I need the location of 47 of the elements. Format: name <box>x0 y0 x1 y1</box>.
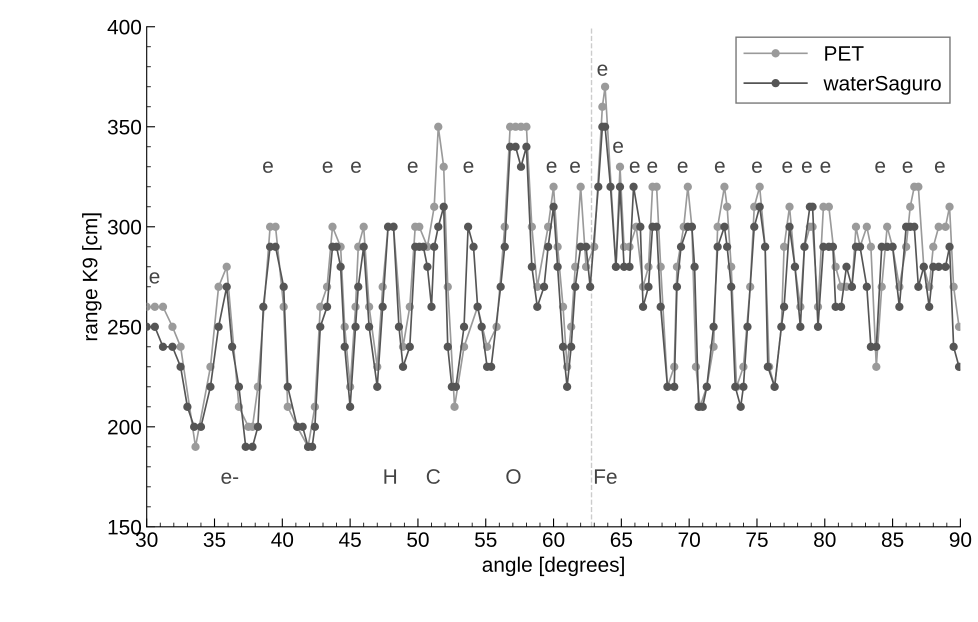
annotation: e <box>150 272 160 284</box>
annotation: e <box>546 161 556 173</box>
annotation: e- <box>221 472 238 484</box>
annotation: e <box>351 161 361 173</box>
annotation: e <box>782 161 792 173</box>
x-tick-label: 55 <box>474 532 496 547</box>
annotation: C <box>426 469 440 484</box>
x-tick-label: 45 <box>339 532 361 547</box>
x-tick-label: 35 <box>204 532 226 547</box>
annotation: e <box>613 142 623 154</box>
y-tick-label: 400 <box>108 20 142 34</box>
x-tick-label: 80 <box>814 532 836 547</box>
x-tick-label: 50 <box>407 532 429 547</box>
y-tick-label: 200 <box>108 420 142 435</box>
annotation: e <box>820 161 830 173</box>
annotation: e <box>263 161 273 173</box>
annotation: e <box>875 161 886 173</box>
annotation: e <box>752 161 762 173</box>
x-axis-title: angle [degrees] <box>482 556 624 576</box>
annotation: e <box>408 161 418 173</box>
annotation: e <box>647 161 658 173</box>
annotation: e <box>714 161 725 173</box>
x-tick-label: 70 <box>678 532 700 547</box>
legend-label: waterSaguro <box>824 76 941 95</box>
x-tick-label: 60 <box>543 532 564 547</box>
annotation: O <box>506 469 521 484</box>
y-tick-label: 250 <box>108 320 142 335</box>
y-tick-label: 350 <box>108 120 142 135</box>
annotation: e <box>322 161 332 173</box>
annotation: H <box>384 469 396 484</box>
x-tick-label: 40 <box>271 532 294 547</box>
x-tick-label: 65 <box>610 532 632 547</box>
annotation: e <box>678 161 688 173</box>
annotation: Fe <box>594 469 617 484</box>
y-axis-title: range K9 [cm] <box>82 213 102 340</box>
y-tick-label: 300 <box>108 220 142 235</box>
x-tick-label: 85 <box>882 532 904 547</box>
annotation: e <box>934 161 945 173</box>
annotation: e <box>802 161 812 173</box>
x-tick-label: 75 <box>746 532 768 547</box>
x-tick-label: 90 <box>950 532 972 547</box>
annotation: e <box>570 161 580 173</box>
legend-label: PET <box>825 46 864 61</box>
annotation: e <box>902 161 912 173</box>
annotation: e <box>598 64 608 76</box>
annotation: e <box>630 161 640 173</box>
annotation: e <box>464 161 474 173</box>
